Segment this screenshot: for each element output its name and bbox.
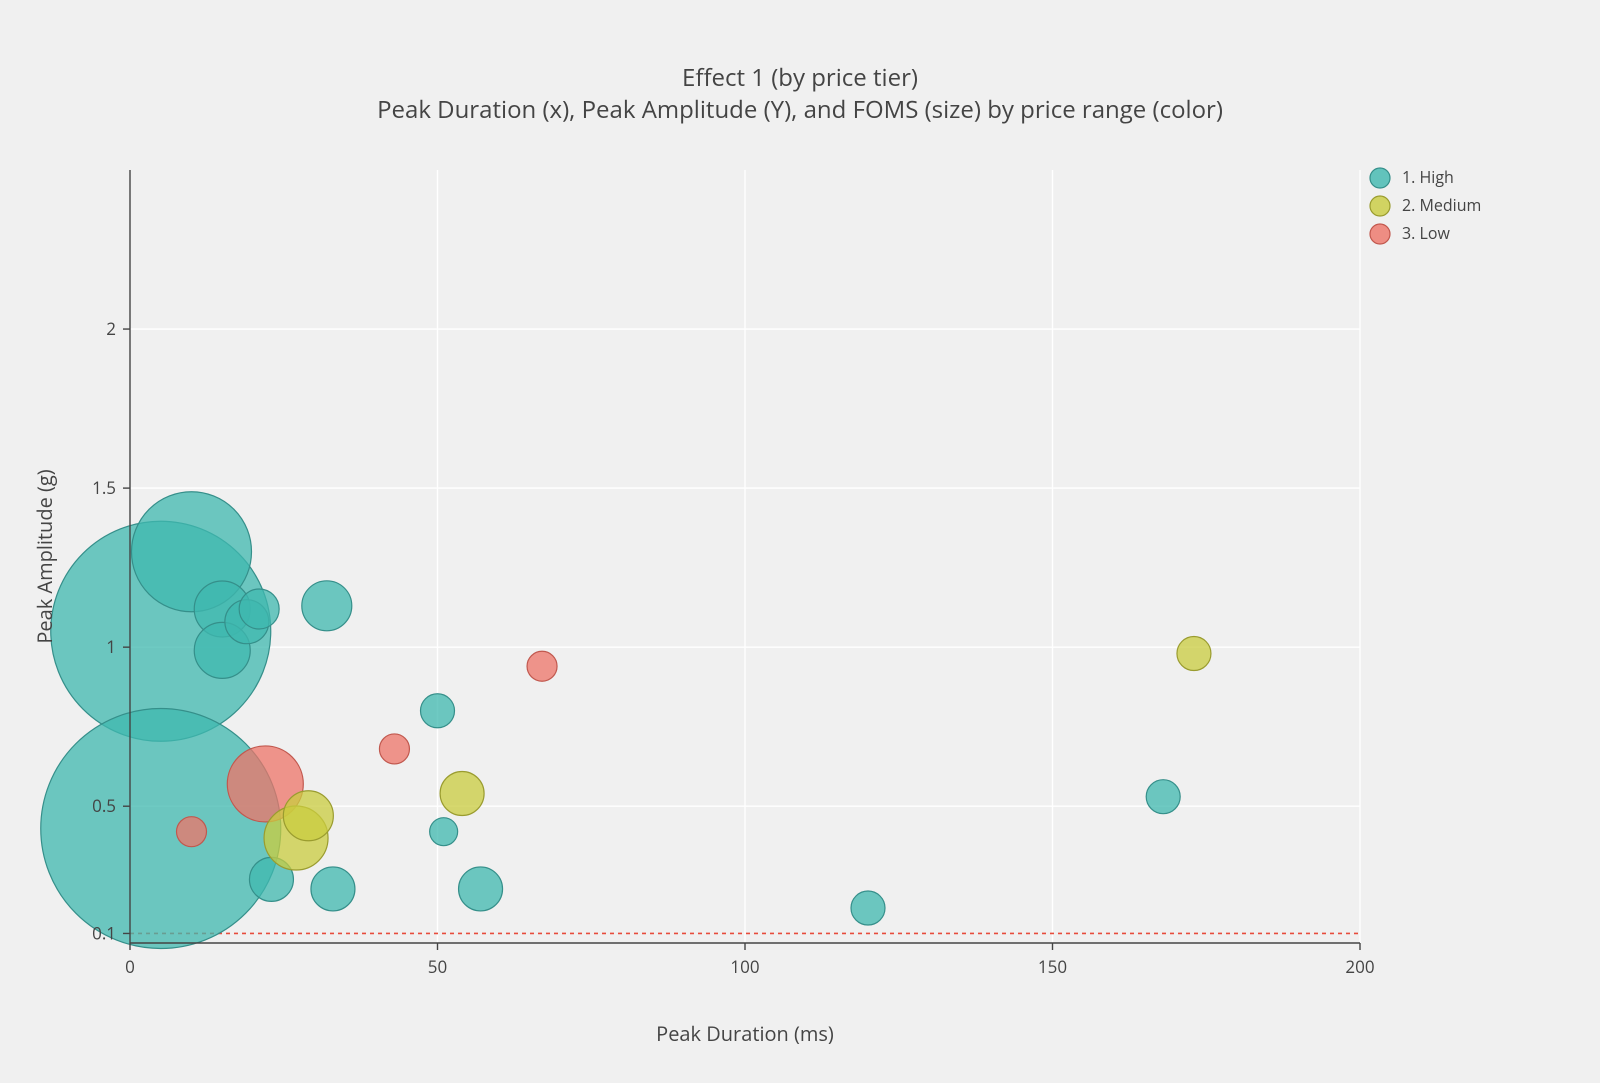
bubble-medium[interactable] (440, 771, 484, 815)
x-tick-label: 150 (1038, 955, 1067, 978)
legend-item-high[interactable]: 1. High (1370, 166, 1454, 188)
x-tick-label: 200 (1345, 955, 1374, 978)
bubble-low[interactable] (177, 817, 207, 847)
bubble-high[interactable] (851, 891, 885, 925)
legend-swatch (1370, 196, 1390, 216)
x-tick-label: 0 (125, 955, 135, 978)
legend-swatch (1370, 224, 1390, 244)
y-tick-label: 0.5 (92, 794, 116, 817)
bubble-medium[interactable] (283, 791, 333, 841)
y-tick-label: 2 (106, 317, 116, 340)
legend-label: 3. Low (1402, 222, 1450, 244)
legend-item-low[interactable]: 3. Low (1370, 222, 1450, 244)
legend-swatch (1370, 168, 1390, 188)
bubble-medium[interactable] (1177, 637, 1211, 671)
y-tick-label: 0.1 (92, 921, 116, 944)
bubble-low[interactable] (527, 651, 557, 681)
bubble-high[interactable] (1146, 780, 1180, 814)
bubble-high[interactable] (41, 708, 281, 948)
bubble-high[interactable] (430, 818, 458, 846)
x-tick-label: 100 (730, 955, 759, 978)
bubble-high[interactable] (459, 867, 503, 911)
chart-title-line1: Effect 1 (by price tier) (682, 61, 918, 94)
bubble-high[interactable] (239, 589, 279, 629)
legend-label: 2. Medium (1402, 194, 1481, 216)
bubble-high[interactable] (421, 694, 455, 728)
y-tick-label: 1.5 (92, 476, 116, 499)
bubble-high[interactable] (311, 867, 355, 911)
bubble-chart: Effect 1 (by price tier)Peak Duration (x… (0, 0, 1600, 1083)
bubble-high[interactable] (302, 581, 352, 631)
y-tick-label: 1 (106, 635, 116, 658)
legend-label: 1. High (1402, 166, 1454, 188)
x-axis-title: Peak Duration (ms) (656, 1020, 834, 1047)
y-axis-title: Peak Amplitude (g) (31, 469, 58, 643)
x-tick-label: 50 (428, 955, 447, 978)
bubble-low[interactable] (379, 734, 409, 764)
chart-title-line2: Peak Duration (x), Peak Amplitude (Y), a… (377, 93, 1223, 126)
